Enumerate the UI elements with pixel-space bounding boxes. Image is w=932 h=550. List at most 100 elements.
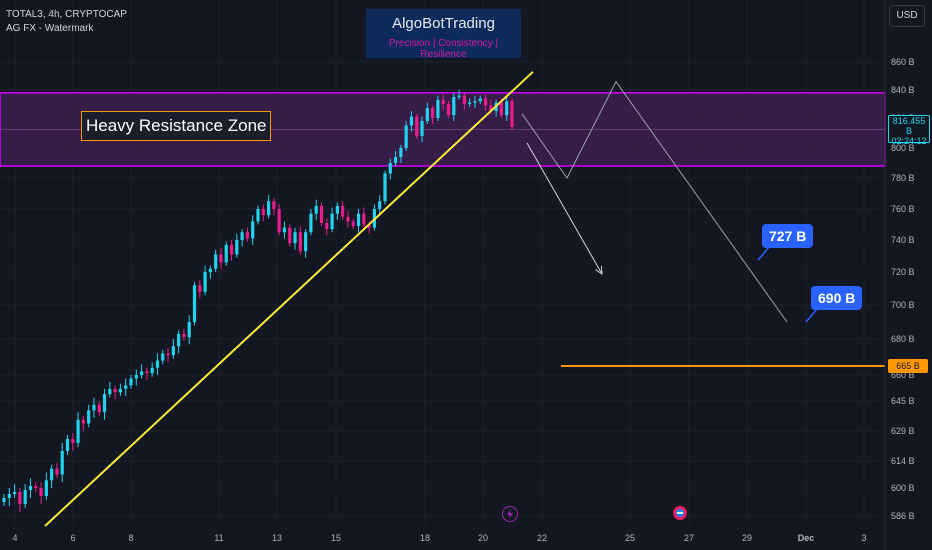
price-tick-label: 860 B <box>891 57 915 67</box>
candle-body <box>399 148 403 157</box>
callout-pointer-1 <box>757 245 771 261</box>
indicator-label[interactable]: AG FX - Watermark <box>6 23 94 34</box>
candle-body <box>65 439 70 451</box>
price-tick-label: 600 B <box>891 483 915 493</box>
ascending-trendline[interactable] <box>44 71 534 527</box>
time-tick-label: 20 <box>478 533 488 543</box>
candle-body <box>282 227 287 233</box>
candle-body <box>44 480 48 496</box>
candle-body <box>187 322 191 338</box>
candle-body <box>499 102 504 116</box>
candle-body <box>240 232 244 240</box>
candle-body <box>198 285 202 292</box>
candle-body <box>489 105 493 111</box>
target-callout-1[interactable]: 727 B <box>762 224 814 248</box>
candle-body <box>457 95 461 97</box>
down-arrow-1[interactable] <box>526 142 603 275</box>
candle-body <box>251 221 255 239</box>
candle-body <box>393 157 398 163</box>
candle-body <box>452 97 456 116</box>
candle-body <box>425 108 429 121</box>
currency-button[interactable]: USD <box>889 5 925 27</box>
candle-body <box>87 410 91 424</box>
price-tick-label: 840 B <box>891 85 915 95</box>
time-axis[interactable]: 4 6 8 11 13 15 18 20 22 25 27 29 Dec 3 <box>12 533 866 543</box>
price-tick-label: 680 B <box>891 334 915 344</box>
price-tick-label: 800 B <box>891 143 915 153</box>
candle-body <box>314 205 318 214</box>
candle-body <box>166 353 170 356</box>
time-tick-label: 3 <box>861 533 866 543</box>
arrow-shaft <box>526 142 603 275</box>
flag-icon[interactable] <box>673 506 687 520</box>
candle-body <box>177 333 181 347</box>
candle-body <box>219 254 223 263</box>
candle-body <box>28 486 33 490</box>
candle-body <box>113 388 117 393</box>
candle-body <box>388 163 392 174</box>
candle-body <box>235 240 239 255</box>
candle-body <box>319 205 324 223</box>
projection-path[interactable] <box>521 80 788 323</box>
time-tick-label: 6 <box>70 533 75 543</box>
zone-label[interactable]: Heavy Resistance Zone <box>81 111 272 141</box>
time-tick-label: Dec <box>798 533 815 543</box>
time-tick-label: 11 <box>214 533 223 543</box>
candle-body <box>60 451 64 475</box>
candle-body <box>102 394 107 413</box>
candle-body <box>335 205 339 214</box>
candle-body <box>298 232 302 252</box>
price-tick-label: 720 B <box>891 267 915 277</box>
candle-body <box>325 222 329 230</box>
candle-body <box>441 99 445 104</box>
current-price: 816.455 B <box>892 116 926 136</box>
time-tick-label: 8 <box>128 533 133 543</box>
candle-body <box>161 353 165 361</box>
candle-body <box>510 101 514 127</box>
target-callout-2[interactable]: 690 B <box>811 286 863 310</box>
candle-body <box>462 95 466 104</box>
flash-icon[interactable] <box>502 506 518 522</box>
candle-body <box>150 367 154 374</box>
candle-body <box>420 121 424 136</box>
arrow-head <box>595 265 603 275</box>
candle-body <box>341 205 345 217</box>
candle-body <box>409 116 414 126</box>
down-arrow-2[interactable] <box>757 245 819 323</box>
candle-body <box>383 173 387 202</box>
candle-body <box>272 201 276 209</box>
candle-body <box>309 213 313 233</box>
candle-body <box>351 221 355 227</box>
price-tick-label: 660 B <box>891 370 915 380</box>
candle-body <box>473 101 477 103</box>
candle-body <box>367 224 371 228</box>
candle-body <box>203 272 207 292</box>
candle-body <box>277 209 281 233</box>
candle-body <box>415 116 419 136</box>
candle-body <box>214 254 218 269</box>
watermark-subtitle: Precision | Consistency | Resilience <box>388 38 499 60</box>
candle-body <box>229 244 234 255</box>
candle-body <box>245 232 250 239</box>
price-tick-label: 780 B <box>891 173 915 183</box>
candle-body <box>346 216 350 222</box>
candle-body <box>468 102 472 104</box>
candle-body <box>145 371 149 374</box>
candle-body <box>50 468 54 481</box>
candle-body <box>293 232 297 244</box>
watermark-title: AlgoBotTrading <box>392 15 495 32</box>
candle-body <box>266 201 271 216</box>
candle-body <box>92 404 96 411</box>
time-tick-label: 18 <box>420 533 430 543</box>
candle-body <box>446 104 451 116</box>
candle-body <box>134 375 138 379</box>
candle-body <box>124 385 128 389</box>
candle-body <box>71 439 75 443</box>
symbol-title[interactable]: TOTAL3, 4h, CRYPTOCAP <box>6 9 127 20</box>
support-price-tag: 665 B <box>888 359 928 373</box>
price-tick-label: 740 B <box>891 235 915 245</box>
candle-body <box>182 333 186 338</box>
candle-body <box>155 360 160 368</box>
